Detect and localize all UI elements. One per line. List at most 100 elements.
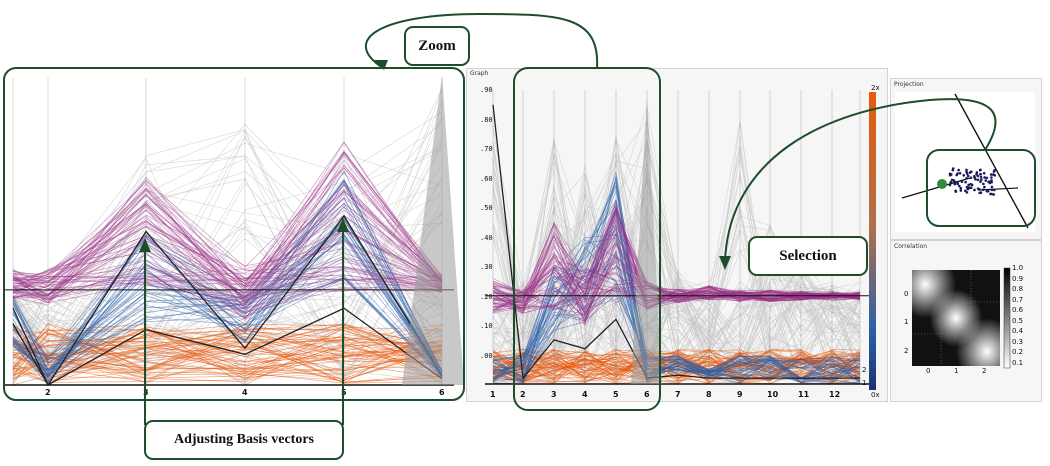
projection-point [956, 172, 959, 175]
projection-point [969, 182, 973, 186]
graph-xtick: 11 [798, 390, 810, 399]
graph-ytick: .40 [480, 233, 493, 242]
projection-point [957, 168, 960, 172]
selection-callout: Selection [748, 236, 868, 276]
projection-point [949, 180, 953, 184]
graph-xtick: 2 [520, 390, 526, 399]
projection-point [958, 184, 961, 188]
projection-point [954, 189, 957, 193]
projection-point [959, 189, 963, 192]
projection-point [989, 192, 992, 196]
projection-point [964, 189, 967, 193]
corr-scale-tick: 0.3 [1012, 337, 1024, 346]
projection-point [960, 180, 964, 183]
corr-ytick-2: 2 [904, 347, 909, 355]
projection-point [948, 173, 952, 177]
projection-point [978, 191, 981, 195]
corr-scale-tick: 0.1 [1012, 358, 1024, 367]
projection-point [965, 176, 968, 180]
projection-point [979, 175, 983, 179]
graph-xtick: 8 [706, 390, 712, 399]
projection-point [993, 188, 996, 192]
colorbar-mid-label: 2 [862, 366, 867, 374]
gray-peak [402, 75, 464, 385]
projection-point [953, 182, 957, 186]
zoom-callout: Zoom [404, 26, 470, 66]
corr-scale-tick: 0.4 [1012, 327, 1024, 335]
projection-point [973, 188, 976, 192]
projection-point [974, 178, 977, 181]
colorbar-bottom-label: 0x [871, 391, 880, 399]
zoom-plot[interactable] [5, 70, 464, 400]
graph-ytick: .10 [480, 322, 493, 330]
corr-scale-tick: 0.8 [1012, 285, 1024, 293]
colorbar-low-label: 1 [862, 379, 867, 387]
graph-xtick: 12 [829, 390, 841, 399]
projection-point [990, 176, 993, 179]
projection-point [958, 171, 962, 175]
graph-xtick: 3 [551, 390, 557, 399]
projection-point [967, 183, 970, 187]
corr-xtick-0: 0 [926, 367, 931, 375]
corr-ytick-0: 0 [904, 290, 909, 298]
graph-xtick: 5 [613, 390, 619, 399]
projection-point [973, 174, 976, 178]
graph-xtick: 6 [644, 390, 650, 399]
corr-scale-tick: 0.9 [1012, 274, 1024, 283]
adjusting-basis-callout: Adjusting Basis vectors [144, 420, 344, 460]
colorbar-top-label: 2x [871, 84, 880, 92]
correlation-heatmap[interactable] [890, 240, 1040, 400]
projection-point [992, 193, 995, 196]
projection-point [993, 169, 996, 172]
projection-point [982, 182, 985, 186]
projection-point [988, 181, 992, 185]
projection-point [968, 186, 971, 190]
polyline-bundle [492, 104, 861, 385]
projection-point [959, 186, 963, 190]
projection-point [968, 171, 972, 174]
projection-point [965, 168, 968, 172]
zoom-xtick: 6 [439, 388, 445, 397]
projection-point [951, 167, 955, 170]
projection-point [981, 188, 985, 192]
projection-point [990, 188, 994, 192]
corr-xtick-1: 1 [954, 367, 959, 375]
projection-point [982, 171, 986, 175]
projection-point [984, 179, 988, 182]
projection-point [978, 168, 982, 172]
projection-point [976, 178, 980, 182]
projection-point [965, 170, 968, 174]
graph-xtick: 4 [582, 390, 588, 399]
polyline-bundle [12, 88, 443, 387]
graph-ytick: .60 [480, 174, 493, 183]
projection-point [964, 180, 967, 184]
corr-ytick-1: 1 [904, 318, 909, 326]
projection-point [993, 174, 997, 177]
graph-ytick: .00 [480, 351, 493, 360]
main-plot[interactable] [466, 68, 886, 400]
projection-canvas[interactable] [895, 92, 1035, 232]
projection-point [976, 174, 980, 178]
graph-ytick: .20 [480, 292, 493, 301]
projection-point [954, 180, 957, 184]
projection-point [969, 176, 973, 179]
graph-xtick: 9 [737, 390, 743, 399]
graph-xtick: 1 [490, 390, 496, 399]
projection-point [983, 185, 986, 189]
projection-point [990, 185, 994, 189]
graph-ytick: .90 [480, 86, 493, 94]
projection-axes[interactable] [890, 78, 1040, 238]
projection-point [948, 183, 952, 187]
graph-xtick: 7 [675, 390, 681, 399]
projection-point [965, 191, 969, 194]
graph-ytick: .80 [480, 115, 493, 124]
projection-point [956, 182, 960, 186]
projection-point [980, 178, 983, 181]
graph-ytick: .30 [480, 263, 493, 271]
projection-selected-point [937, 179, 947, 189]
correlation-panel-title: Correlation [894, 243, 928, 250]
projection-panel-title: Projection [894, 81, 924, 88]
graph-xtick: 10 [767, 390, 779, 399]
corr-scale-tick: 0.7 [1012, 295, 1024, 304]
